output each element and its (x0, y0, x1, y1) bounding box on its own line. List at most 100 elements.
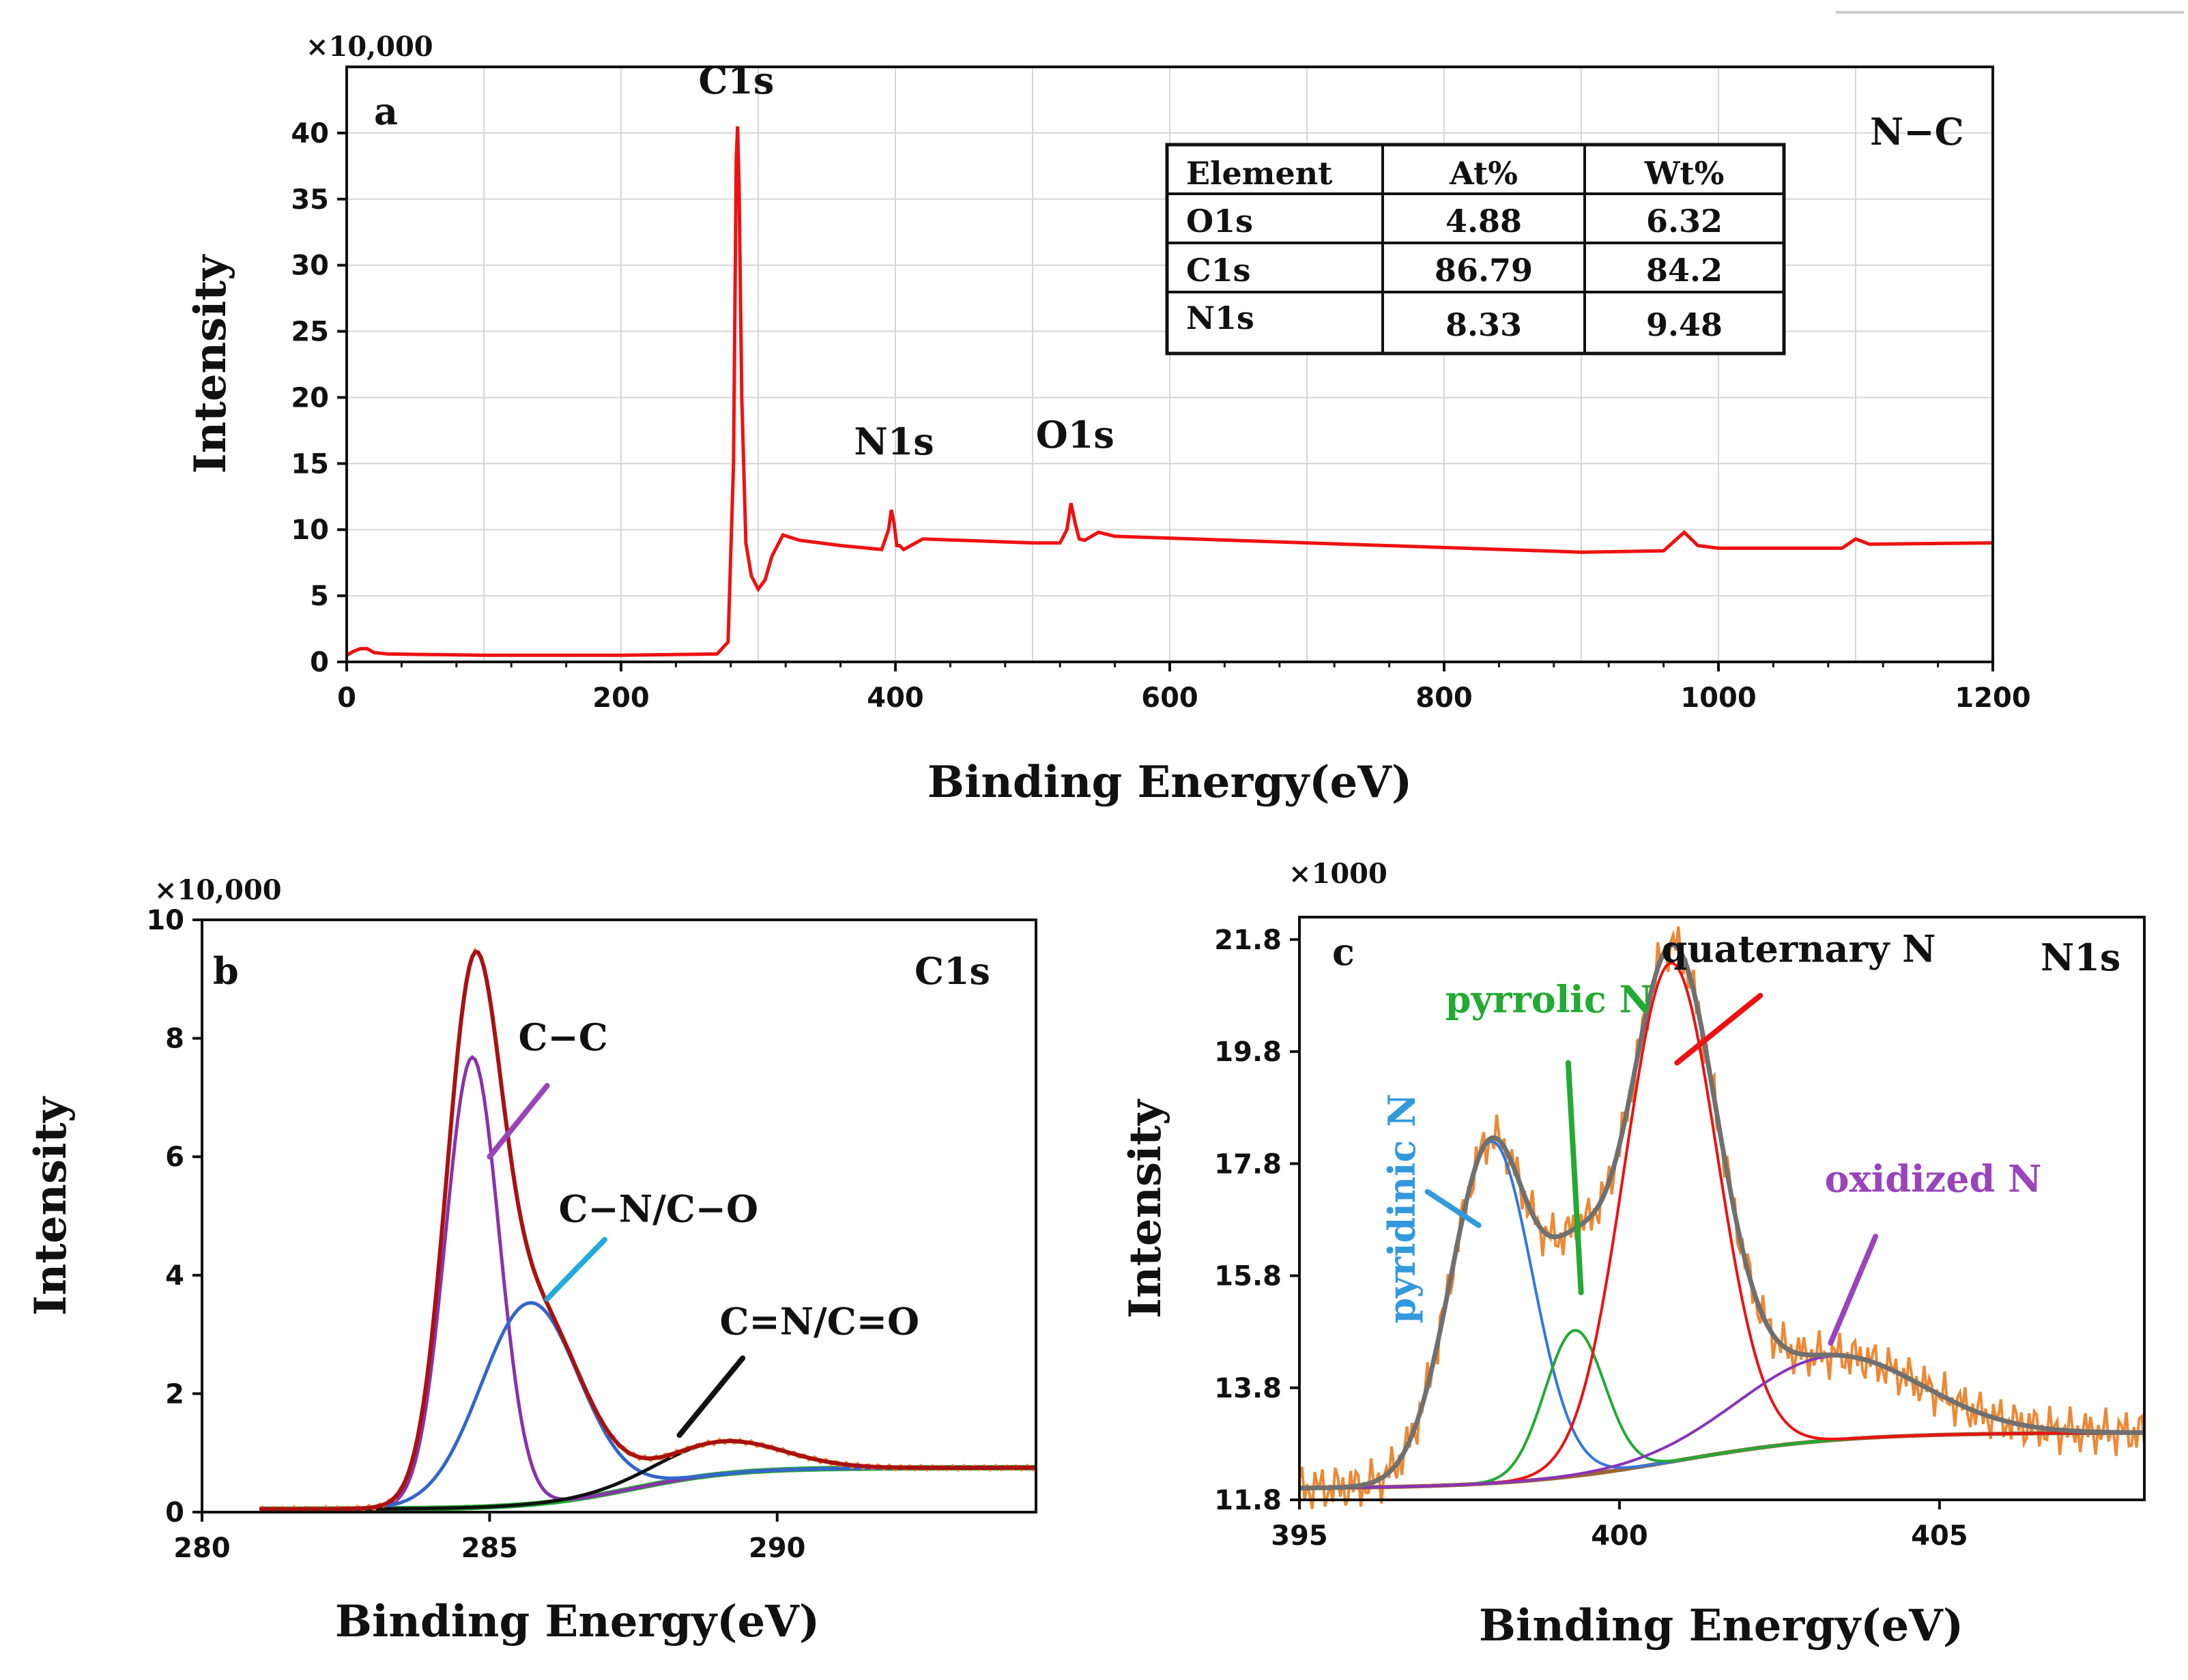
panel-b-peak-label: C1s (915, 949, 990, 993)
table-cell: N1s (1186, 300, 1254, 336)
panel-a-ticks: 0 200 400 600 800 1000 1200 0 5 10 15 20 25 30 35 40 (291, 118, 2030, 714)
x-tick-label: 290 (749, 1533, 806, 1564)
c1s-annotation-arrow (544, 1236, 607, 1302)
panel-c-label-pyrrolic: pyrrolic N (1445, 978, 1653, 1022)
table-cell: C1s (1186, 252, 1251, 289)
y-tick-label: 21.8 (1214, 925, 1282, 956)
panel-c-label-quaternary: quaternary N (1662, 927, 1936, 971)
n1s-envelope (1299, 942, 2144, 1491)
c1s-annotation-arrow (487, 1083, 550, 1160)
n1s-background (1299, 1430, 2144, 1490)
table-cell: 6.32 (1646, 203, 1723, 240)
panel-b-label-cdn: C=N/C=O (720, 1300, 920, 1344)
n1s-annotation-arrow (1424, 1189, 1482, 1228)
panel-b-ylabel: Intensity (25, 1096, 76, 1316)
c1s-component-2 (259, 1301, 1036, 1511)
panel-c-ticks: 395 400 405 11.8 13.8 15.8 17.8 19.8 21.8 (1214, 925, 1968, 1552)
x-tick-label: 800 (1415, 682, 1473, 714)
composition-table: Element At% Wt% O1s 4.88 6.32 C1s 86.79 … (1165, 143, 1786, 356)
y-tick-label: 15 (291, 448, 329, 480)
y-tick-label: 8 (165, 1024, 184, 1055)
panel-a-label: a (374, 89, 398, 133)
table-cell: 8.33 (1445, 306, 1522, 343)
y-tick-label: 10 (146, 905, 184, 936)
x-tick-label: 600 (1141, 682, 1198, 714)
n1s-component-3 (1299, 961, 2144, 1490)
x-tick-label: 400 (1591, 1520, 1648, 1552)
table-header-cell: At% (1449, 155, 1518, 192)
table-header-cell: Wt% (1644, 155, 1725, 192)
panel-a-xlabel: Binding Energy(eV) (927, 757, 1412, 808)
x-tick-label: 0 (337, 682, 356, 714)
y-tick-label: 13.8 (1214, 1373, 1282, 1404)
x-tick-label: 280 (173, 1533, 231, 1564)
y-tick-label: 5 (310, 581, 329, 612)
panel-a-peak-label-o1s: O1s (1036, 413, 1114, 457)
x-tick-label: 405 (1911, 1520, 1968, 1552)
x-tick-label: 400 (867, 682, 924, 714)
n1s-raw-data (1298, 926, 2146, 1509)
n1s-annotation-arrow (1565, 1060, 1584, 1296)
table-cell: 86.79 (1435, 252, 1533, 289)
panel-c-label-pyridinic: pyridinic N (1380, 1093, 1424, 1323)
panel-c-scale-label: ×1000 (1289, 858, 1387, 890)
y-tick-label: 20 (291, 382, 329, 414)
n1s-component-2 (1299, 1329, 2144, 1490)
x-tick-label: 1000 (1680, 682, 1756, 714)
panel-a-scale-label: ×10,000 (306, 31, 433, 63)
n1s-annotation-arrow (1674, 992, 1764, 1066)
panel-b-frame (201, 918, 1037, 1514)
panel-a-sample-label: N−C (1870, 110, 1964, 154)
panel-a-survey-series (345, 126, 1993, 657)
y-tick-label: 2 (165, 1378, 184, 1410)
panel-b-annotation-arrows (487, 1083, 746, 1438)
panel-b-label: b (213, 949, 239, 993)
panel-c-curves (1298, 926, 2146, 1509)
panel-b-ticks: 280 285 290 0 2 4 6 8 10 (146, 905, 805, 1564)
panel-b-curves (259, 946, 1037, 1514)
panel-b-xlabel: Binding Energy(eV) (335, 1596, 820, 1647)
panel-b-scale-label: ×10,000 (154, 874, 282, 906)
y-tick-label: 19.8 (1214, 1037, 1282, 1068)
y-tick-label: 6 (165, 1142, 184, 1173)
y-tick-label: 11.8 (1214, 1485, 1282, 1516)
panel-a-ylabel: Intensity (185, 254, 236, 474)
panel-c-peak-label: N1s (2041, 936, 2120, 979)
table-cell: 9.48 (1646, 306, 1723, 343)
n1s-annotation-arrow (1828, 1234, 1879, 1346)
y-tick-label: 15.8 (1214, 1261, 1282, 1292)
y-tick-label: 30 (291, 250, 329, 282)
table-header-cell: Element (1186, 155, 1333, 192)
panel-b-c1s: 280 285 290 0 2 4 6 8 10 ×10,000 b C1s Binding E… (25, 874, 1037, 1647)
panel-c-frame (1298, 916, 2146, 1501)
table-border (1165, 143, 1786, 356)
table-cell: 84.2 (1646, 252, 1723, 289)
x-tick-label: 395 (1271, 1520, 1328, 1552)
panel-c-ylabel: Intensity (1120, 1099, 1171, 1318)
y-tick-label: 0 (310, 647, 329, 678)
panel-b-label-cn: C−N/C−O (559, 1187, 759, 1231)
panel-c-xlabel: Binding Energy(eV) (1479, 1600, 1963, 1651)
panel-a-peak-label-n1s: N1s (854, 420, 934, 463)
panel-c-label: c (1332, 930, 1355, 974)
y-tick-label: 40 (291, 118, 329, 149)
panel-a-peak-label-c1s: C1s (698, 59, 774, 102)
y-tick-label: 4 (165, 1260, 184, 1292)
panel-b-label-cc: C−C (519, 1015, 608, 1059)
y-tick-label: 10 (291, 515, 329, 546)
table-cell: 4.88 (1445, 203, 1522, 240)
c1s-component-1 (259, 1055, 1036, 1511)
x-tick-label: 200 (592, 682, 650, 714)
y-tick-label: 0 (165, 1497, 184, 1529)
x-tick-label: 1200 (1955, 682, 2030, 714)
panel-c-annotation-arrows (1424, 992, 1879, 1346)
y-tick-label: 35 (291, 184, 329, 216)
y-tick-label: 25 (291, 317, 329, 348)
panel-c-label-oxidized: oxidized N (1825, 1157, 2042, 1200)
y-tick-label: 17.8 (1214, 1148, 1282, 1180)
panel-a-frame (345, 66, 1994, 663)
x-tick-label: 285 (461, 1533, 519, 1564)
c1s-envelope (259, 949, 1036, 1511)
